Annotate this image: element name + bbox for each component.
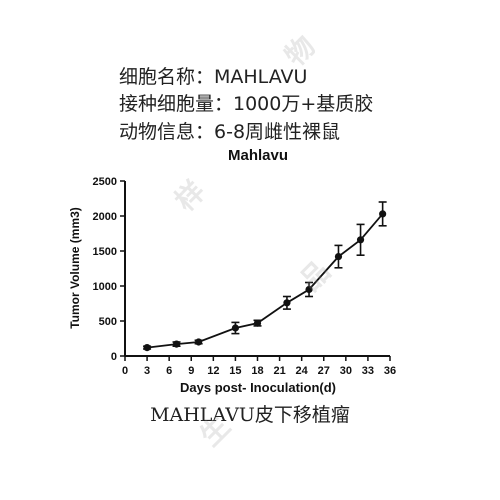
x-tick-label: 33 bbox=[362, 365, 374, 377]
y-tick-label: 0 bbox=[111, 351, 117, 363]
x-tick-label: 18 bbox=[251, 365, 263, 377]
x-tick-label: 0 bbox=[122, 365, 128, 377]
series-line bbox=[146, 213, 384, 349]
x-tick-label: 9 bbox=[188, 365, 194, 377]
y-tick-label: 500 bbox=[99, 316, 117, 328]
cell-name-line: 细胞名称：MAHLAVU bbox=[119, 66, 308, 88]
x-tick-label: 24 bbox=[296, 365, 309, 377]
y-axis-label: Tumor Volume (mm3) bbox=[68, 207, 82, 329]
x-tick-label: 21 bbox=[273, 365, 285, 377]
y-tick-label: 2500 bbox=[93, 176, 117, 188]
animal-info-line: 动物信息：6-8周雌性裸鼠 bbox=[119, 121, 341, 143]
y-tick-label: 1500 bbox=[93, 246, 117, 258]
x-tick-label: 12 bbox=[207, 365, 219, 377]
x-tick-label: 15 bbox=[229, 365, 241, 377]
x-tick-label: 27 bbox=[318, 365, 330, 377]
x-tick-label: 36 bbox=[384, 365, 396, 377]
data-point bbox=[253, 319, 262, 327]
cell-amount-line: 接种细胞量：1000万+基质胶 bbox=[119, 93, 374, 115]
data-point bbox=[283, 299, 291, 307]
chart-title: Mahlavu bbox=[228, 147, 288, 164]
data-point bbox=[195, 338, 203, 346]
y-tick-label: 2000 bbox=[93, 211, 117, 223]
data-point bbox=[334, 253, 343, 261]
x-axis-label: Days post- Inoculation(d) bbox=[180, 380, 336, 395]
x-tick-label: 6 bbox=[166, 365, 172, 377]
data-point bbox=[143, 344, 151, 352]
data-point bbox=[379, 210, 387, 218]
x-tick-label: 30 bbox=[340, 365, 352, 377]
data-point bbox=[305, 285, 313, 294]
data-point bbox=[172, 340, 181, 348]
figure-caption: MAHLAVU皮下移植瘤 bbox=[150, 404, 350, 426]
y-tick-label: 1000 bbox=[93, 281, 117, 293]
x-tick-label: 3 bbox=[144, 365, 150, 377]
data-point bbox=[356, 236, 365, 244]
data-point bbox=[231, 324, 240, 332]
